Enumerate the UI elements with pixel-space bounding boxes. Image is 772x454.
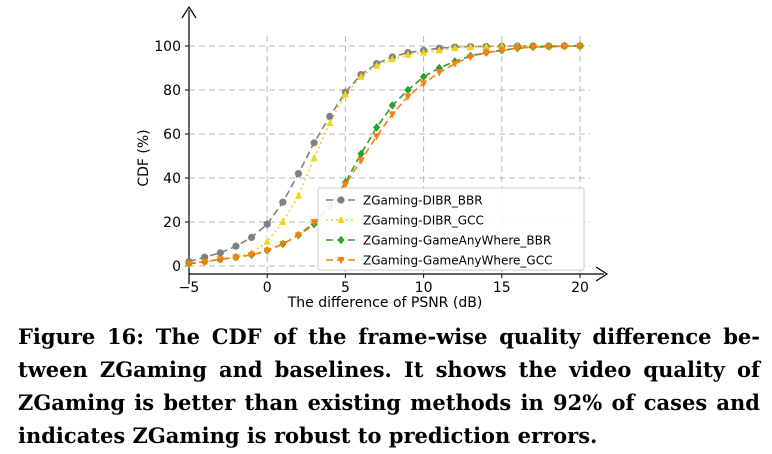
- data-point: [388, 101, 396, 110]
- y-axis-label: CDF (%): [136, 129, 152, 186]
- data-point: [279, 217, 287, 225]
- data-point: [341, 90, 349, 98]
- data-point: [310, 154, 318, 162]
- legend-marker: [337, 215, 345, 223]
- data-point: [247, 252, 256, 260]
- data-point: [435, 69, 443, 77]
- x-axis-arrow: [595, 266, 609, 282]
- data-point: [263, 237, 271, 245]
- tick-labels: −5 0 5 10 15 20 0 20 40 60 80 100: [154, 39, 589, 296]
- series-line: [188, 45, 580, 265]
- data-point: [216, 249, 224, 257]
- data-point: [216, 256, 224, 264]
- data-point: [576, 43, 584, 51]
- data-point: [294, 191, 303, 199]
- data-point: [435, 46, 443, 54]
- data-point: [451, 44, 459, 52]
- legend-box: [317, 187, 585, 271]
- data-point: [498, 47, 506, 55]
- legend-item: ZGaming-DIBR_BBR: [326, 194, 483, 208]
- legend-label: ZGaming-GameAnyWhere_GCC: [363, 254, 553, 268]
- data-point: [294, 170, 303, 178]
- data-point: [232, 254, 240, 262]
- x-tick-label: 5: [341, 280, 350, 296]
- cdf-chart: −5 0 5 10 15 20 0 20 40 60 80 100 The difference of…: [136, 5, 609, 311]
- y-tick-label: 100: [154, 39, 181, 55]
- x-tick-label: 15: [493, 280, 511, 296]
- data-point: [451, 60, 459, 68]
- x-axis-label: The difference of PSNR (dB): [287, 295, 483, 311]
- legend-marker: [337, 257, 345, 265]
- x-tick-label: 10: [415, 280, 433, 296]
- data-point: [466, 54, 475, 62]
- data-point: [513, 45, 522, 53]
- data-point: [466, 42, 475, 51]
- data-point: [294, 232, 303, 240]
- x-tick-label: −5: [179, 280, 200, 296]
- data-point: [404, 93, 412, 101]
- data-point: [247, 233, 256, 241]
- x-tick-label: 0: [263, 280, 272, 296]
- legend-item: ZGaming-GameAnyWhere_GCC: [326, 254, 553, 268]
- y-tick-label: 40: [163, 171, 181, 187]
- data-point: [341, 181, 349, 189]
- legend-marker: [337, 196, 345, 204]
- data-point: [326, 112, 334, 120]
- data-point: [201, 258, 209, 266]
- data-point: [279, 198, 287, 206]
- data-point: [388, 55, 396, 63]
- data-point: [232, 242, 240, 250]
- data-point: [326, 118, 334, 126]
- legend-label: ZGaming-DIBR_BBR: [363, 194, 483, 208]
- data-point: [357, 157, 365, 165]
- data-point: [560, 43, 568, 51]
- legend-label: ZGaming-GameAnyWhere_BBR: [363, 234, 551, 248]
- data-point: [482, 49, 490, 57]
- y-tick-label: 20: [163, 215, 181, 231]
- data-point: [357, 149, 365, 158]
- data-point: [263, 247, 271, 255]
- legend: ZGaming-DIBR_BBR ZGaming-DIBR_GCC ZGaming-…: [317, 187, 585, 271]
- data-point: [310, 139, 318, 147]
- legend-item: ZGaming-DIBR_GCC: [326, 214, 484, 228]
- data-point: [373, 123, 381, 132]
- data-point: [263, 220, 271, 228]
- data-point: [529, 44, 537, 52]
- axes: [181, 5, 609, 284]
- legend-marker: [337, 235, 345, 245]
- data-point: [404, 85, 412, 95]
- data-point: [420, 80, 428, 88]
- data-point: [310, 219, 318, 227]
- data-point: [420, 72, 428, 81]
- data-point: [373, 61, 381, 69]
- y-tick-label: 80: [163, 83, 181, 99]
- data-point: [279, 241, 287, 249]
- series-line: [188, 45, 581, 265]
- legend-label: ZGaming-DIBR_GCC: [363, 214, 484, 228]
- data-point: [404, 50, 412, 58]
- data-point: [357, 72, 365, 80]
- data-point: [545, 43, 553, 51]
- data-point: [388, 111, 396, 119]
- data-point: [185, 260, 193, 268]
- y-tick-label: 0: [172, 259, 181, 275]
- y-tick-label: 60: [163, 127, 181, 143]
- x-tick-label: 20: [571, 280, 589, 296]
- data-point: [482, 42, 490, 50]
- data-point: [420, 48, 428, 56]
- legend-item: ZGaming-GameAnyWhere_BBR: [326, 234, 551, 248]
- data-point: [373, 133, 381, 141]
- y-axis-arrow: [181, 5, 197, 19]
- figure-caption: Figure 16: The CDF of the frame-wise qua…: [18, 324, 760, 448]
